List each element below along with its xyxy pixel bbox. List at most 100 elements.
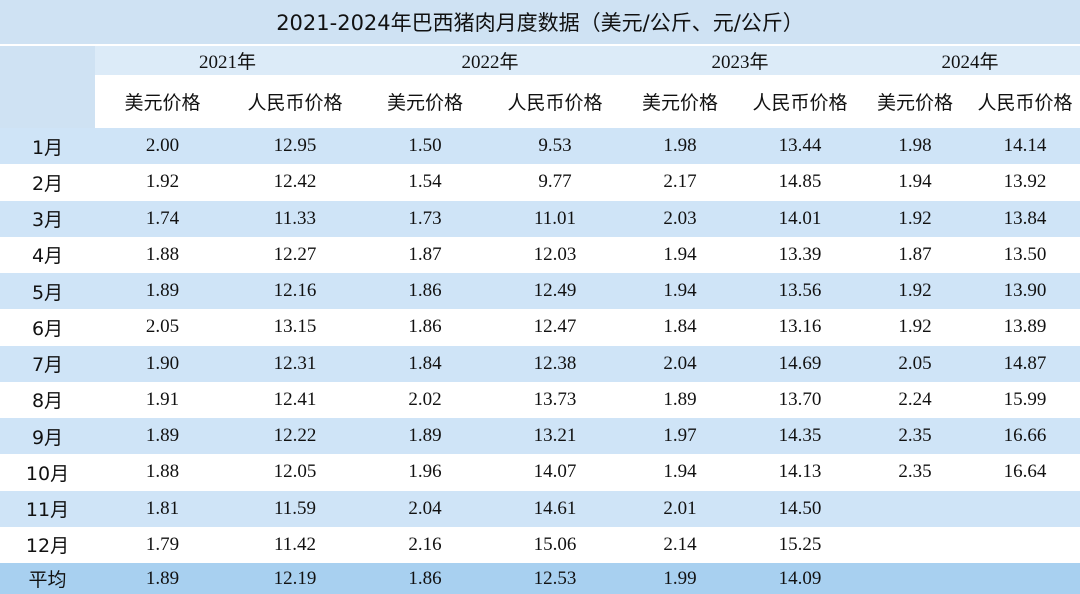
header-corner <box>0 46 95 128</box>
row-bg <box>0 454 1080 491</box>
data-cell: 12.42 <box>273 171 317 193</box>
data-cell: 2.05 <box>145 316 180 338</box>
data-cell: 13.50 <box>1003 243 1047 265</box>
data-cell: 1.84 <box>663 316 697 338</box>
year-row <box>95 46 1080 75</box>
data-cell: 2.00 <box>145 135 180 157</box>
data-cell: 16.64 <box>1003 461 1047 483</box>
data-cell: 13.44 <box>778 135 822 157</box>
column-header: 人民币价格 <box>977 92 1073 114</box>
row-label: 1月 <box>31 136 64 159</box>
data-cell: 1.98 <box>898 135 932 157</box>
row-label: 2月 <box>31 172 64 195</box>
data-cell: 2.01 <box>663 497 697 519</box>
data-cell: 12.95 <box>273 135 317 157</box>
data-cell: 13.39 <box>778 243 822 265</box>
row-bg <box>0 236 1080 273</box>
data-cell: 1.92 <box>898 280 932 302</box>
row-bg <box>0 490 1080 527</box>
row-label: 5月 <box>31 281 64 304</box>
data-cell: 14.35 <box>778 425 822 447</box>
data-cell: 1.92 <box>898 316 932 338</box>
row-label: 10月 <box>25 462 70 485</box>
row-label: 4月 <box>31 245 64 268</box>
data-cell: 12.31 <box>273 352 317 374</box>
row-bg <box>0 273 1080 310</box>
data-cell: 11.42 <box>273 533 317 555</box>
data-cell: 2.04 <box>663 352 697 374</box>
year-header: 2024年 <box>941 52 999 73</box>
data-cell: 14.50 <box>778 497 822 519</box>
column-header: 美元价格 <box>124 92 201 114</box>
data-cell: 12.22 <box>273 425 317 447</box>
data-cell: 2.16 <box>408 533 442 555</box>
data-cell: 1.87 <box>898 243 932 265</box>
row-label: 8月 <box>31 390 64 413</box>
row-label: 7月 <box>31 354 64 377</box>
data-cell: 1.88 <box>145 461 180 483</box>
row-bg <box>0 200 1080 237</box>
row-bg <box>0 381 1080 418</box>
row-bg <box>0 309 1080 346</box>
data-cell: 1.98 <box>663 135 697 157</box>
row-label: 11月 <box>25 499 70 522</box>
data-cell: 13.89 <box>1003 316 1047 338</box>
data-cell: 13.56 <box>778 280 822 302</box>
data-cell: 1.73 <box>408 207 442 229</box>
data-cell: 12.41 <box>273 388 317 410</box>
data-cell: 1.89 <box>145 567 180 589</box>
data-cell: 1.86 <box>408 567 442 589</box>
column-header: 美元价格 <box>386 92 463 114</box>
data-cell: 14.87 <box>1003 352 1047 374</box>
column-header: 人民币价格 <box>247 92 343 114</box>
data-cell: 13.16 <box>778 316 822 338</box>
row-label: 9月 <box>31 426 64 449</box>
data-cell: 9.77 <box>538 171 572 193</box>
data-cell: 2.24 <box>898 388 932 410</box>
data-cell: 2.04 <box>408 497 442 519</box>
data-cell: 2.35 <box>898 425 932 447</box>
data-cell: 1.91 <box>145 388 180 410</box>
data-cell: 12.47 <box>533 316 577 338</box>
row-label: 12月 <box>25 535 70 558</box>
data-cell: 11.33 <box>273 207 317 229</box>
row-label: 平均 <box>28 569 67 591</box>
data-cell: 13.84 <box>1003 207 1047 229</box>
data-cell: 1.89 <box>145 280 180 302</box>
data-cell: 13.92 <box>1003 171 1047 193</box>
data-cell: 12.27 <box>273 243 317 265</box>
row-bg <box>0 563 1080 594</box>
data-cell: 1.96 <box>408 461 442 483</box>
column-header: 美元价格 <box>876 92 953 114</box>
data-cell: 1.99 <box>663 567 697 589</box>
data-cell: 13.21 <box>533 425 577 447</box>
row-label: 3月 <box>31 209 64 232</box>
data-cell: 1.94 <box>898 171 932 193</box>
data-cell: 12.05 <box>273 461 317 483</box>
title: 2021-2024年巴西猪肉月度数据（美元/公斤、元/公斤） <box>0 0 1080 46</box>
column-header: 美元价格 <box>641 92 718 114</box>
data-cell: 12.53 <box>533 567 577 589</box>
row-bg <box>0 526 1080 563</box>
data-cell: 1.94 <box>663 280 697 302</box>
data-cell: 1.86 <box>408 316 442 338</box>
data-cell: 11.59 <box>273 497 317 519</box>
column-header: 人民币价格 <box>752 92 848 114</box>
data-cell: 1.97 <box>663 425 697 447</box>
data-cell: 12.03 <box>533 243 577 265</box>
row-bg <box>0 128 1080 165</box>
row-bg <box>0 345 1080 382</box>
data-cell: 12.49 <box>533 280 577 302</box>
data-cell: 13.70 <box>778 388 822 410</box>
data-cell: 1.92 <box>898 207 932 229</box>
data-cell: 14.14 <box>1003 135 1047 157</box>
data-cell: 1.89 <box>145 425 180 447</box>
data-cell: 1.54 <box>408 171 442 193</box>
data-cell: 1.89 <box>663 388 697 410</box>
year-header: 2021年 <box>198 52 256 73</box>
data-cell: 2.17 <box>663 171 697 193</box>
data-cell: 15.99 <box>1003 388 1047 410</box>
data-cell: 1.87 <box>408 243 442 265</box>
data-cell: 2.05 <box>898 352 932 374</box>
